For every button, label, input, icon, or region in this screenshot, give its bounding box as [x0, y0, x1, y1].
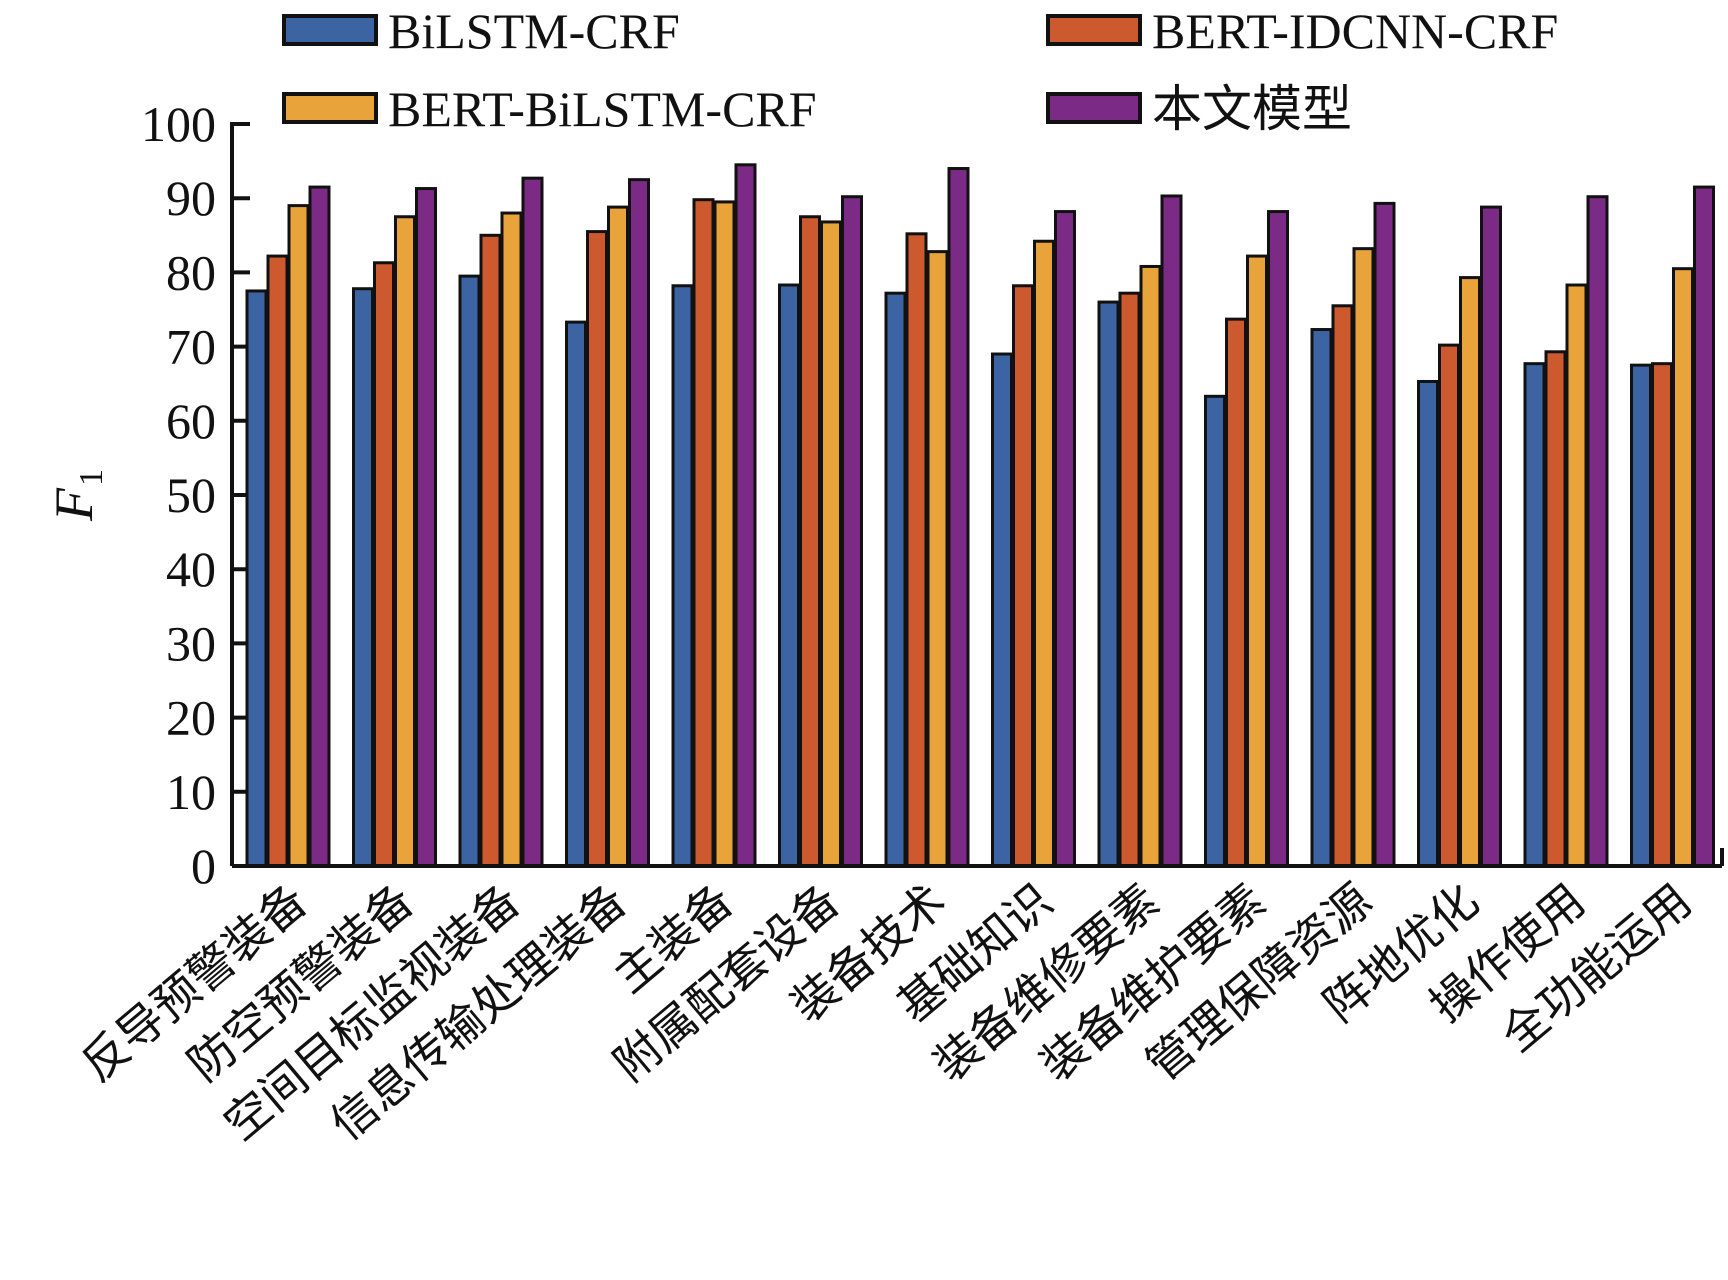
- bar-4-12: [1480, 205, 1502, 868]
- bar-1-1: [245, 289, 268, 868]
- bar-2-1: [266, 254, 289, 868]
- bar-4-14: [1693, 185, 1715, 868]
- bar-3-9: [1139, 264, 1162, 868]
- bar-2-9: [1118, 291, 1141, 868]
- bar-4-13: [1586, 195, 1609, 868]
- bar-3-7: [926, 250, 949, 868]
- legend-label-1: BiLSTM-CRF: [388, 3, 680, 59]
- bar-4-11: [1373, 201, 1396, 868]
- bar-4-3: [521, 176, 544, 868]
- bar-1-9: [1097, 300, 1120, 868]
- bar-1-5: [671, 284, 694, 868]
- bar-3-12: [1459, 276, 1481, 868]
- legend-label-4: 本文模型: [1152, 81, 1352, 137]
- y-axis-label: F1: [44, 469, 110, 522]
- bar-4-7: [947, 167, 970, 868]
- bar-2-6: [799, 215, 821, 868]
- y-tick-label: 20: [166, 690, 216, 746]
- bar-1-13: [1523, 362, 1546, 868]
- bar-1-14: [1630, 363, 1652, 868]
- bar-2-2: [373, 261, 395, 868]
- legend-swatch-4: [1046, 92, 1142, 124]
- bar-1-12: [1417, 379, 1439, 868]
- bar-3-1: [287, 204, 310, 868]
- bar-1-4: [565, 320, 587, 868]
- legend-label-2: BERT-IDCNN-CRF: [1152, 3, 1558, 59]
- bar-3-13: [1565, 283, 1588, 868]
- bar-2-8: [1012, 284, 1034, 868]
- y-tick-label: 70: [166, 319, 216, 375]
- bar-4-9: [1160, 194, 1183, 868]
- bar-2-12: [1438, 343, 1460, 868]
- y-tick-label: 40: [166, 541, 216, 597]
- bar-3-10: [1246, 254, 1268, 868]
- bar-1-10: [1204, 394, 1226, 868]
- bar-2-14: [1651, 362, 1673, 868]
- bar-4-5: [734, 163, 757, 868]
- bar-3-6: [820, 220, 842, 868]
- bar-2-10: [1225, 317, 1247, 868]
- bar-2-5: [692, 198, 715, 868]
- legend-swatch-2: [1046, 14, 1142, 46]
- y-tick-label: 60: [166, 393, 216, 449]
- bar-4-4: [628, 178, 650, 868]
- legend-label-3: BERT-BiLSTM-CRF: [388, 81, 817, 137]
- y-tick-label: 90: [166, 170, 216, 226]
- bar-2-7: [905, 232, 928, 868]
- y-tick-label: 50: [166, 467, 216, 523]
- bar-3-5: [713, 200, 736, 868]
- bar-1-2: [352, 287, 374, 868]
- legend-swatch-3: [282, 92, 378, 124]
- legend-swatch-1: [282, 14, 378, 46]
- bar-3-8: [1033, 239, 1055, 868]
- y-axis-title: F1: [44, 469, 110, 522]
- bar-1-11: [1310, 328, 1333, 868]
- y-tick-label: 80: [166, 244, 216, 300]
- x-axis: 反导预警装备防空预警装备空间目标监视装备信息传输处理装备主装备附属配套设备装备技…: [71, 848, 1724, 1151]
- y-tick-label: 10: [166, 764, 216, 820]
- bar-2-3: [479, 233, 502, 868]
- bar-1-6: [778, 283, 800, 868]
- y-axis: 0 10 20 30 40 50 60 70 80 90 100: [141, 96, 250, 894]
- bar-2-4: [586, 230, 608, 868]
- legend: BiLSTM-CRF BERT-IDCNN-CRF BERT-BiLSTM-CRF 本…: [282, 3, 1558, 137]
- bars: [245, 163, 1715, 868]
- bar-1-7: [884, 291, 907, 868]
- bar-3-11: [1352, 247, 1375, 868]
- bar-4-6: [841, 195, 863, 868]
- bar-1-8: [991, 352, 1013, 868]
- bar-4-8: [1054, 210, 1076, 868]
- bar-4-10: [1267, 210, 1289, 868]
- bar-2-13: [1544, 350, 1567, 868]
- bar-3-3: [500, 211, 523, 868]
- bar-3-2: [394, 215, 416, 868]
- y-tick-label: 100: [141, 96, 216, 152]
- bar-1-3: [458, 274, 481, 868]
- bar-4-1: [308, 185, 331, 868]
- bar-4-2: [415, 187, 437, 868]
- bar-2-11: [1331, 304, 1354, 868]
- bar-3-4: [607, 205, 629, 868]
- y-tick-label: 30: [166, 615, 216, 671]
- bar-3-14: [1672, 267, 1694, 868]
- y-tick-label: 0: [191, 838, 216, 894]
